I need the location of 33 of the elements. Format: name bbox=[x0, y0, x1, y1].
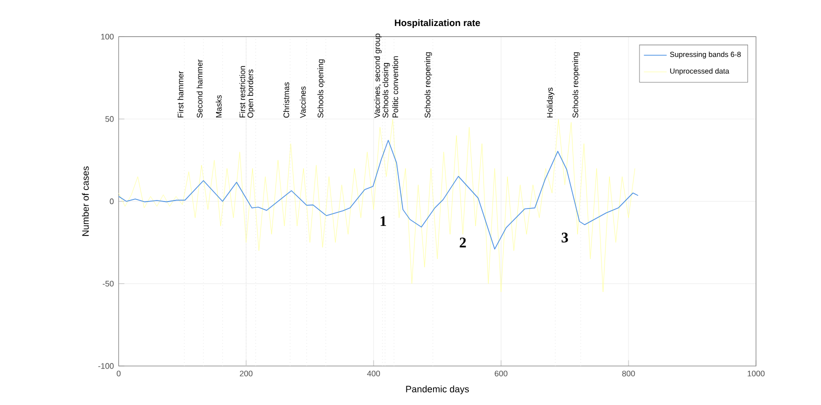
ref-line-label: Schools reopening bbox=[572, 52, 580, 118]
ref-line-label: Schools opening bbox=[317, 59, 325, 118]
ref-line-label: Second hammer bbox=[196, 60, 203, 118]
ref-line-label: Vaccines, second group bbox=[374, 34, 382, 118]
ref-line-label: Masks bbox=[216, 95, 222, 118]
y-tick-label: 100 bbox=[101, 34, 114, 40]
ref-line-label: First restriction bbox=[239, 66, 246, 118]
y-tick-label: -50 bbox=[102, 280, 114, 287]
ref-line-label: Schools reopening bbox=[424, 52, 432, 118]
x-tick-label: 400 bbox=[367, 370, 380, 376]
y-tick-label: 50 bbox=[105, 116, 114, 122]
ref-line-label: Open borders bbox=[247, 69, 255, 118]
x-tick-label: 200 bbox=[240, 370, 252, 376]
ref-line-label: Politic convention bbox=[392, 56, 398, 118]
line-series bbox=[118, 140, 638, 250]
ref-line-label: First hammer bbox=[177, 71, 184, 118]
y-axis-title: Number of cases bbox=[82, 166, 89, 236]
annotation: 3 bbox=[562, 232, 568, 242]
ref-line-label: Holidays bbox=[546, 88, 554, 118]
x-tick-label: 1000 bbox=[748, 370, 765, 376]
x-tick-label: 0 bbox=[116, 370, 121, 376]
y-tick-label: 0 bbox=[110, 198, 114, 204]
ref-line-label: Christmas bbox=[283, 82, 290, 118]
ref-line-label: Vaccines bbox=[300, 86, 306, 118]
ref-line-label: Schools closing bbox=[382, 63, 390, 118]
y-tick-label: -100 bbox=[98, 363, 114, 369]
annotation: 1 bbox=[380, 216, 386, 226]
x-tick-label: 600 bbox=[494, 370, 508, 376]
chart-title: Hospitalization rate bbox=[394, 19, 480, 28]
line-series bbox=[118, 118, 636, 292]
annotation: 2 bbox=[460, 238, 466, 248]
x-tick-label: 800 bbox=[622, 370, 635, 376]
x-axis-title: Pandemic days bbox=[406, 386, 469, 394]
